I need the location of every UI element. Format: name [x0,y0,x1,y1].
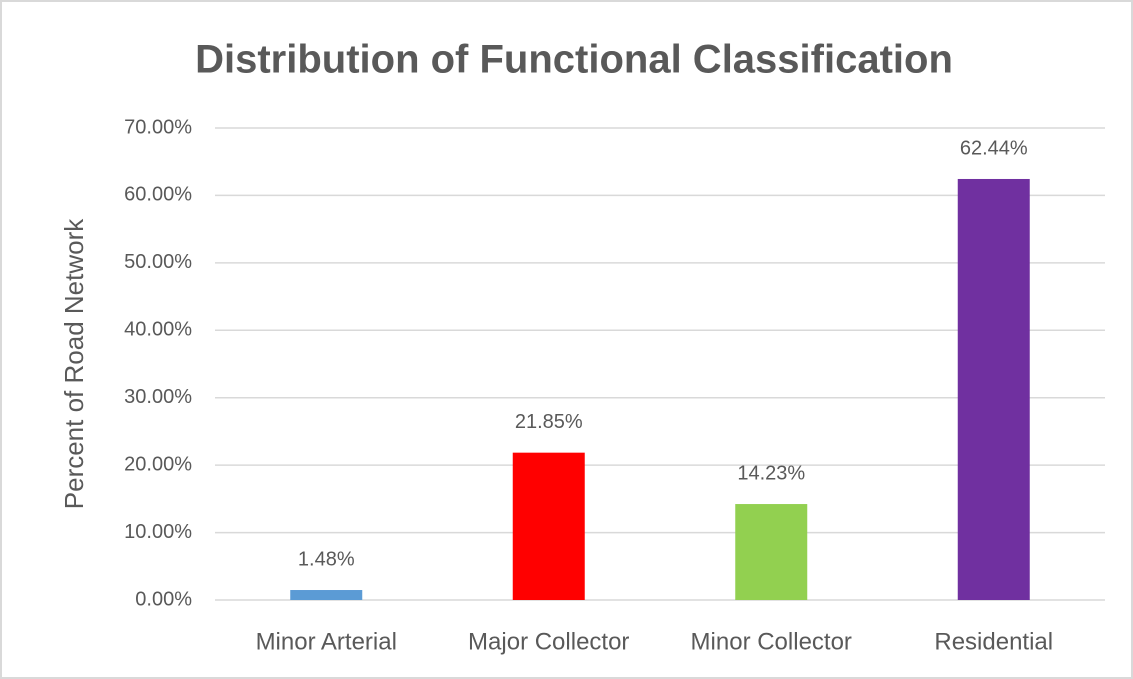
y-tick-label: 20.00% [124,453,192,475]
y-tick-label: 40.00% [124,319,192,341]
data-label: 14.23% [737,462,805,484]
x-tick-label: Minor Collector [691,628,852,655]
data-label: 62.44% [960,137,1028,159]
y-tick-label: 10.00% [124,521,192,543]
bar [512,452,585,600]
y-tick-label: 0.00% [135,588,192,610]
data-label: 1.48% [298,548,355,570]
y-tick-label: 70.00% [124,116,192,138]
y-axis-label: Percent of Road Network [59,218,89,509]
data-label: 21.85% [515,411,583,433]
bar [290,590,363,600]
chart-title: Distribution of Functional Classificatio… [195,38,953,82]
y-tick-label: 30.00% [124,386,192,408]
y-tick-label: 60.00% [124,184,192,206]
x-tick-label: Residential [934,628,1053,655]
x-tick-label: Major Collector [468,628,629,655]
x-tick-label: Minor Arterial [256,628,397,655]
bar [957,178,1030,600]
bar [735,504,808,600]
y-tick-label: 50.00% [124,251,192,273]
